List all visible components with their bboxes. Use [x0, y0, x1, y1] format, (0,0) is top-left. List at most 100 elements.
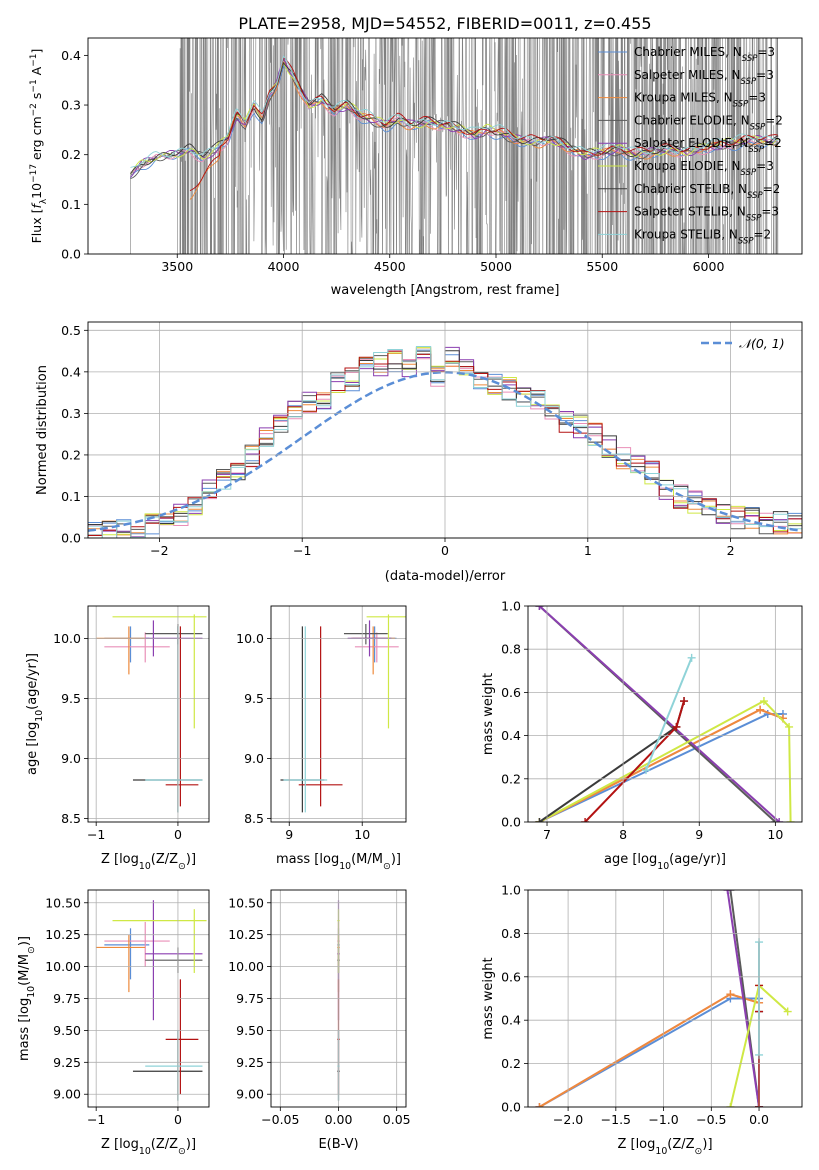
- x-tick-label: 9: [285, 827, 293, 842]
- y-tick-label: 0.0: [501, 1100, 521, 1115]
- weight-marker: [680, 697, 689, 706]
- y-tick-label: 0.0: [61, 531, 81, 546]
- x-tick-label: 4500: [374, 259, 406, 274]
- y-tick-label: 0.4: [61, 48, 81, 63]
- weight-line: [726, 890, 760, 1107]
- weight-marker: [759, 697, 768, 706]
- weight-marker: [687, 653, 696, 662]
- legend-entry: Kroupa ELODIE, NSSP=3: [634, 159, 774, 178]
- x-tick-label: 5000: [480, 259, 512, 274]
- legend-entry: Salpeter ELODIE, NSSP=2: [634, 136, 782, 155]
- panel-mass-z: −1 0 9.00 9.25 9.50 9.75 10.00 10.25 10.50 Z [log…: [17, 889, 210, 1157]
- legend-entry: Kroupa MILES, NSSP=3: [634, 91, 766, 110]
- y-tick-label: 9.5: [61, 691, 81, 706]
- x-tick-label: −2.0: [553, 1112, 583, 1127]
- y-tick-label: 9.50: [236, 1023, 264, 1038]
- axes-frame: [270, 889, 407, 1108]
- panel-spectrum: 3500 4000 4500 5000 5500 6000 0.0 0.1 0.2 0.3 0.4 w…: [29, 37, 803, 298]
- panel-weight-z: −2.0 −1.5 −1.0 −0.5 0.0 0.0 0.2 0.4 0.6 0.8 1.0 Z […: [481, 883, 803, 1157]
- y-tick-label: 9.00: [236, 1087, 264, 1102]
- weight-marker: [783, 1007, 792, 1016]
- model-spectrum-line: [189, 57, 778, 192]
- y-tick-label: 0.3: [61, 406, 81, 421]
- weight-line: [538, 699, 792, 822]
- weight-marker: [723, 890, 732, 894]
- y-tick-label: 0.2: [501, 771, 521, 786]
- y-tick-label: 0.0: [61, 247, 81, 262]
- x-tick-label: −0.05: [261, 1112, 299, 1127]
- x-tick-label: 0: [174, 827, 182, 842]
- model-spectrum-line: [130, 61, 779, 174]
- observed-spectrum: [98, 38, 779, 254]
- weight-marker: [726, 1103, 735, 1107]
- model-spectrum-line: [130, 55, 779, 168]
- y-tick-label: 0.4: [501, 728, 521, 743]
- panel-age-mass: 9 10 8.5 9.0 9.5 10.0 mass [log10(M/M⊙)]: [236, 605, 407, 872]
- residuals-x-label: (data-model)/error: [385, 569, 506, 584]
- y-tick-label: 9.0: [244, 751, 264, 766]
- weight-age-x-label: age [log10(age/yr)]: [604, 852, 726, 872]
- x-tick-label: 3500: [161, 259, 193, 274]
- y-tick-label: 0.0: [501, 815, 521, 830]
- y-tick-label: 1.0: [501, 883, 521, 898]
- y-tick-label: 9.75: [53, 991, 81, 1006]
- gaussian-legend-label: 𝒩(0, 1): [739, 336, 785, 351]
- x-tick-label: 10: [767, 827, 783, 842]
- x-tick-label: 0.0: [749, 1112, 769, 1127]
- y-tick-label: 0.5: [61, 323, 81, 338]
- weight-line: [538, 993, 760, 1107]
- panel-residuals: −2 −1 0 1 2 0.0 0.1 0.2 0.3 0.4 0.5 𝒩(0, 1) (data-mo…: [35, 321, 803, 584]
- y-tick-label: 10.0: [53, 631, 81, 646]
- x-tick-label: 7: [543, 827, 551, 842]
- x-tick-label: 8: [619, 827, 627, 842]
- panels: 3500 4000 4500 5000 5500 6000 0.0 0.1 0.2 0.3 0.4 w…: [17, 37, 803, 1157]
- weight-marker: [726, 990, 735, 999]
- y-tick-label: 10.25: [228, 927, 264, 942]
- weight-marker: [756, 705, 765, 714]
- x-tick-label: 0: [174, 1112, 182, 1127]
- legend-entry: Kroupa STELIB, NSSP=2: [634, 227, 771, 246]
- legend-entry: Salpeter STELIB, NSSP=3: [634, 205, 779, 224]
- spectrum-x-label: wavelength [Angstrom, rest frame]: [331, 283, 560, 298]
- gaussian-reference-curve: [88, 371, 800, 532]
- legend-entry: Chabrier ELODIE, NSSP=2: [634, 113, 783, 132]
- y-tick-label: 10.50: [45, 895, 81, 910]
- weight-line: [538, 993, 760, 1107]
- plot-area-mass-z: [96, 900, 207, 1101]
- y-tick-label: 0.4: [61, 364, 81, 379]
- axes-frame: [270, 605, 407, 823]
- weight-marker: [641, 766, 650, 775]
- y-tick-label: 0.6: [501, 969, 521, 984]
- spectrum-legend: Chabrier MILES, NSSP=3 Salpeter MILES, NS…: [598, 45, 783, 246]
- y-tick-label: 10.25: [45, 927, 81, 942]
- x-tick-label: 2: [727, 543, 735, 558]
- plot-area-spectrum: [98, 38, 779, 254]
- x-tick-label: 9: [695, 827, 703, 842]
- y-tick-label: 10.00: [228, 959, 264, 974]
- weight-marker: [535, 606, 544, 610]
- axes-frame: [527, 889, 803, 1108]
- x-tick-label: 0.00: [325, 1112, 353, 1127]
- x-tick-label: −1: [293, 543, 311, 558]
- y-tick-label: 1.0: [501, 599, 521, 614]
- y-tick-label: 0.2: [501, 1056, 521, 1071]
- y-tick-label: 8.5: [244, 811, 264, 826]
- y-tick-label: 9.75: [236, 991, 264, 1006]
- y-tick-label: 9.00: [53, 1087, 81, 1102]
- axes-frame: [87, 37, 803, 255]
- figure-title: PLATE=2958, MJD=54552, FIBERID=0011, z=0…: [238, 14, 651, 33]
- y-tick-label: 10.0: [236, 631, 264, 646]
- mass-z-y-label: mass [log10(M/M⊙)]: [17, 936, 37, 1061]
- weight-line: [538, 606, 780, 822]
- y-tick-label: 0.2: [61, 447, 81, 462]
- y-tick-label: 10.00: [45, 959, 81, 974]
- y-tick-label: 9.50: [53, 1023, 81, 1038]
- weight-z-y-label: mass weight: [481, 957, 496, 1039]
- y-tick-label: 0.6: [501, 685, 521, 700]
- plot-area-weight-age: [535, 606, 795, 822]
- plot-area-age-z: [96, 614, 207, 813]
- x-tick-label: 0.05: [383, 1112, 411, 1127]
- spectrum-y-label: Flux [fλ10−17 erg cm−2 s−1 A−1]: [29, 49, 49, 244]
- x-tick-label: 0: [441, 543, 449, 558]
